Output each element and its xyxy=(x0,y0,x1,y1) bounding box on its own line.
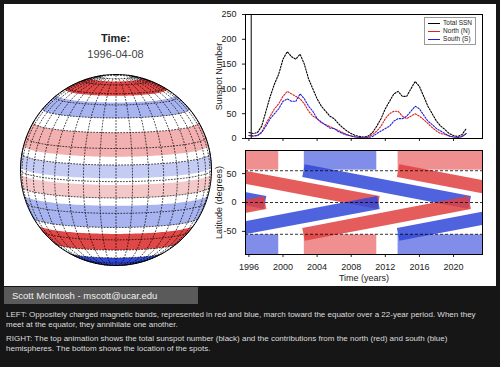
html-text:North (N): North (N) xyxy=(443,27,470,34)
svg-text:Latitude (degrees): Latitude (degrees) xyxy=(214,166,224,239)
html-text:Total SSN: Total SSN xyxy=(443,19,472,26)
html-text:Scott McIntosh - mscott@ucar.e: Scott McIntosh - mscott@ucar.edu xyxy=(12,290,158,301)
html-text:RIGHT: The top animation shows: RIGHT: The top animation shows the total… xyxy=(6,334,448,353)
svg-text:2008: 2008 xyxy=(341,262,361,272)
svg-text:150: 150 xyxy=(221,59,237,69)
svg-text:-50: -50 xyxy=(223,226,236,236)
svg-text:0: 0 xyxy=(231,197,236,207)
svg-text:2020: 2020 xyxy=(443,262,463,272)
svg-text:250: 250 xyxy=(221,9,236,19)
svg-text:2012: 2012 xyxy=(375,262,395,272)
svg-text:0: 0 xyxy=(231,133,236,143)
svg-text:200: 200 xyxy=(221,34,236,44)
html-text:1996-04-08: 1996-04-08 xyxy=(87,48,144,60)
svg-text:2000: 2000 xyxy=(273,262,293,272)
html-text:South (S): South (S) xyxy=(443,35,471,42)
svg-text:Time (years): Time (years) xyxy=(339,273,389,283)
svg-text:50: 50 xyxy=(226,109,236,119)
svg-text:100: 100 xyxy=(221,83,237,94)
html-text:Time:: Time: xyxy=(100,32,131,44)
svg-text:50: 50 xyxy=(226,168,236,178)
svg-text:2004: 2004 xyxy=(307,262,327,272)
svg-text:2016: 2016 xyxy=(409,262,429,272)
html-text:LEFT: Oppositely charged magne: LEFT: Oppositely charged magnetic bands,… xyxy=(6,310,476,329)
svg-text:Sunspot Number: Sunspot Number xyxy=(214,43,224,111)
svg-text:1996: 1996 xyxy=(239,262,259,272)
